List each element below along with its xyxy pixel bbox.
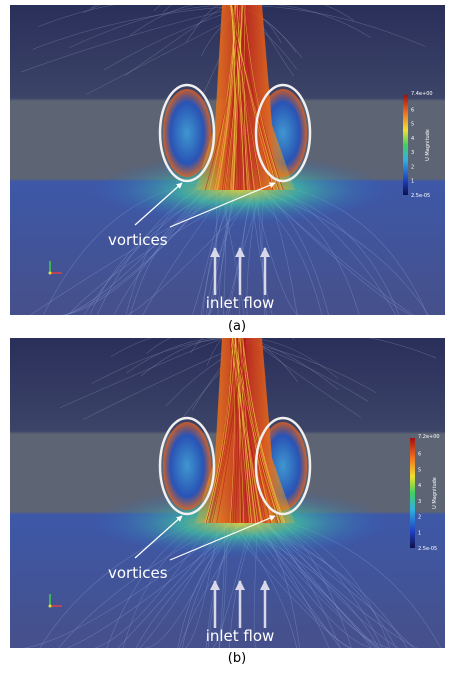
colorbar-max: 7.4e+00 — [411, 91, 433, 97]
panel-caption: (a) — [228, 319, 246, 334]
colorbar-tick: 1 — [411, 179, 414, 185]
colorbar-tick: 6 — [418, 452, 421, 458]
colorbar-max: 7.2e+00 — [418, 434, 440, 440]
panel: vortices inlet flow 7.4e+00 2.5e-05 6 5 4 3 2 1 U … — [10, 0, 445, 334]
simulation-image — [10, 319, 445, 648]
colorbar-title: U Magnitude — [425, 129, 431, 161]
vortices-label: vortices — [108, 564, 168, 582]
inlet-label: inlet flow — [206, 294, 275, 312]
page: vortices inlet flow 7.4e+00 2.5e-05 6 5 4 3 2 1 U … — [0, 0, 454, 673]
inlet-label: inlet flow — [206, 627, 275, 645]
panel-caption: (b) — [228, 651, 246, 666]
colorbar-tick: 4 — [411, 136, 414, 142]
axis-z — [49, 272, 52, 275]
colorbar-tick: 6 — [411, 107, 414, 113]
colorbar-tick: 5 — [418, 467, 421, 473]
figure: vortices inlet flow 7.4e+00 2.5e-05 6 5 4 3 2 1 U … — [0, 0, 454, 673]
colorbar-title: U Magnitude — [432, 477, 438, 509]
vortices-label: vortices — [108, 231, 168, 249]
panel: vortices inlet flow 7.2e+00 2.5e-05 6 5 4 3 2 1 U … — [10, 319, 445, 666]
colorbar-tick: 5 — [411, 122, 414, 128]
colorbar-tick: 2 — [418, 515, 421, 521]
colorbar-tick: 3 — [418, 499, 421, 505]
colorbar-min: 2.5e-05 — [411, 193, 430, 199]
colorbar-tick: 1 — [418, 530, 421, 536]
colorbar-tick: 4 — [418, 483, 421, 489]
colorbar-tick: 3 — [411, 150, 414, 156]
axis-z — [49, 605, 52, 608]
colorbar — [410, 438, 415, 548]
simulation-image — [10, 0, 445, 315]
colorbar — [403, 95, 408, 195]
colorbar-tick: 2 — [411, 164, 414, 170]
colorbar-min: 2.5e-05 — [418, 546, 437, 552]
